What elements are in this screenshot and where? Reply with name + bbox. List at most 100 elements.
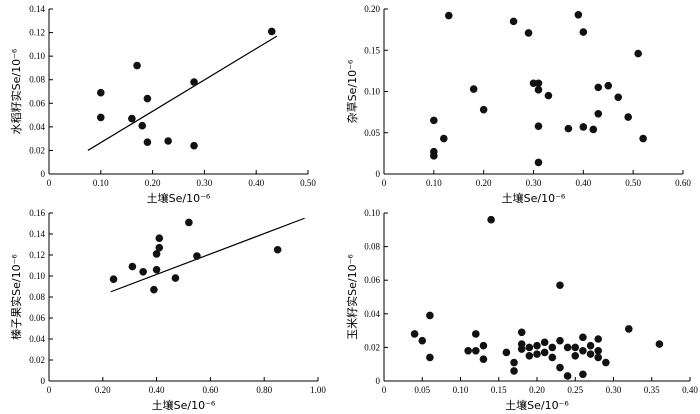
data-point — [533, 341, 541, 350]
data-point — [574, 10, 583, 19]
data-point — [594, 109, 603, 118]
data-point — [418, 336, 427, 345]
x-tick-label: 0.35 — [644, 385, 660, 395]
data-point — [509, 17, 518, 26]
y-tick-label: 0.10 — [29, 51, 45, 61]
y-tick-label: 0.05 — [364, 128, 380, 138]
x-tick-label: 0.20 — [529, 385, 545, 395]
data-point — [479, 341, 488, 350]
y-axis-label: 杂草Se/10⁻⁶ — [346, 59, 359, 123]
x-tick-label: 0.60 — [675, 178, 691, 188]
x-tick-label: 0 — [47, 178, 52, 188]
x-tick-label: 0.40 — [575, 178, 591, 188]
x-tick-label: 0.80 — [256, 385, 272, 395]
x-tick-label: 0.10 — [453, 385, 469, 395]
y-tick-label: 0.02 — [29, 355, 45, 365]
data-point — [426, 311, 434, 320]
y-tick-label: 0.02 — [364, 342, 380, 352]
x-tick-label: 0.30 — [526, 178, 542, 188]
x-tick-label: 0.50 — [625, 178, 641, 188]
y-tick-label: 0.16 — [29, 208, 45, 218]
x-axis-label: 土壤Se/10⁻⁶ — [502, 191, 566, 205]
x-tick-label: 1.00 — [310, 385, 326, 395]
x-tick-label: 0.05 — [414, 385, 430, 395]
trend-line — [110, 217, 305, 293]
chart-1: 0 0.10 0.20 0.30 0.40 0.50 0 0.02 0.04 0.06 0.08 0.… — [9, 4, 316, 205]
data-point — [109, 275, 118, 283]
data-point — [430, 152, 438, 160]
data-point — [602, 358, 610, 367]
x-tick-label: 0.20 — [476, 178, 492, 188]
data-point — [589, 125, 598, 134]
data-point — [624, 113, 632, 121]
data-point — [190, 141, 198, 150]
data-point — [556, 281, 564, 290]
x-tick-label: 0.25 — [567, 385, 583, 395]
y-tick-label: 0.06 — [29, 313, 45, 323]
data-point — [97, 88, 105, 97]
data-point — [479, 355, 488, 363]
data-point — [563, 372, 572, 380]
data-point — [548, 353, 557, 362]
y-tick-label: 0.15 — [364, 45, 380, 55]
data-point — [128, 262, 137, 271]
data-point — [469, 85, 478, 93]
x-tick-label: 0 — [382, 385, 387, 395]
data-point — [525, 343, 534, 352]
data-point — [152, 250, 161, 258]
x-tick-label: 0.40 — [149, 385, 165, 395]
data-point — [614, 93, 623, 102]
data-point — [639, 134, 647, 143]
data-point — [440, 134, 448, 143]
data-point — [472, 330, 480, 338]
data-point — [563, 343, 572, 352]
y-tick-label: 0.04 — [29, 334, 45, 344]
data-point — [487, 215, 495, 224]
data-point — [534, 158, 543, 167]
data-point — [152, 265, 161, 274]
data-point — [164, 137, 172, 145]
data-point — [133, 61, 141, 70]
y-tick-label: 0 — [376, 169, 381, 179]
data-point — [594, 83, 603, 92]
x-axis-label: 土壤Se/10⁻⁶ — [505, 398, 569, 412]
y-tick-label: 0.14 — [29, 229, 45, 239]
y-tick-label: 0.04 — [364, 309, 380, 319]
data-point — [472, 346, 480, 355]
data-point — [579, 123, 588, 131]
data-point — [540, 348, 549, 357]
data-point — [556, 363, 564, 372]
data-point — [534, 86, 543, 94]
x-tick-label: 0.40 — [682, 385, 698, 395]
data-point — [594, 353, 602, 362]
x-tick-label: 0.10 — [93, 178, 109, 188]
data-point — [185, 218, 193, 227]
data-point — [143, 94, 152, 103]
data-point — [625, 325, 633, 333]
data-point — [579, 370, 587, 379]
y-tick-label: 0.08 — [29, 75, 45, 85]
data-point — [579, 346, 587, 355]
trend-line — [87, 35, 278, 151]
data-point — [604, 81, 613, 90]
x-tick-label: 0.30 — [606, 385, 622, 395]
data-point — [128, 114, 136, 123]
y-tick-label: 0 — [41, 376, 46, 386]
y-tick-label: 0.04 — [29, 122, 45, 132]
x-axis-label: 土壤Se/10⁻⁶ — [152, 398, 216, 412]
data-point — [97, 113, 105, 122]
data-point — [517, 340, 526, 348]
y-axis-label: 榛子果实Se/10⁻⁶ — [9, 254, 23, 340]
y-axis-label: 玉米籽实Se/10⁻⁶ — [345, 254, 359, 340]
data-point — [426, 353, 434, 362]
y-tick-label: 0.06 — [29, 98, 45, 108]
data-point — [193, 252, 201, 260]
y-tick-label: 0.08 — [364, 242, 380, 252]
data-point — [534, 122, 543, 130]
data-point — [525, 352, 534, 360]
data-point — [267, 27, 276, 36]
data-point — [571, 343, 580, 352]
y-tick-label: 0.06 — [364, 275, 380, 285]
data-point — [571, 352, 580, 360]
data-point — [655, 340, 664, 348]
